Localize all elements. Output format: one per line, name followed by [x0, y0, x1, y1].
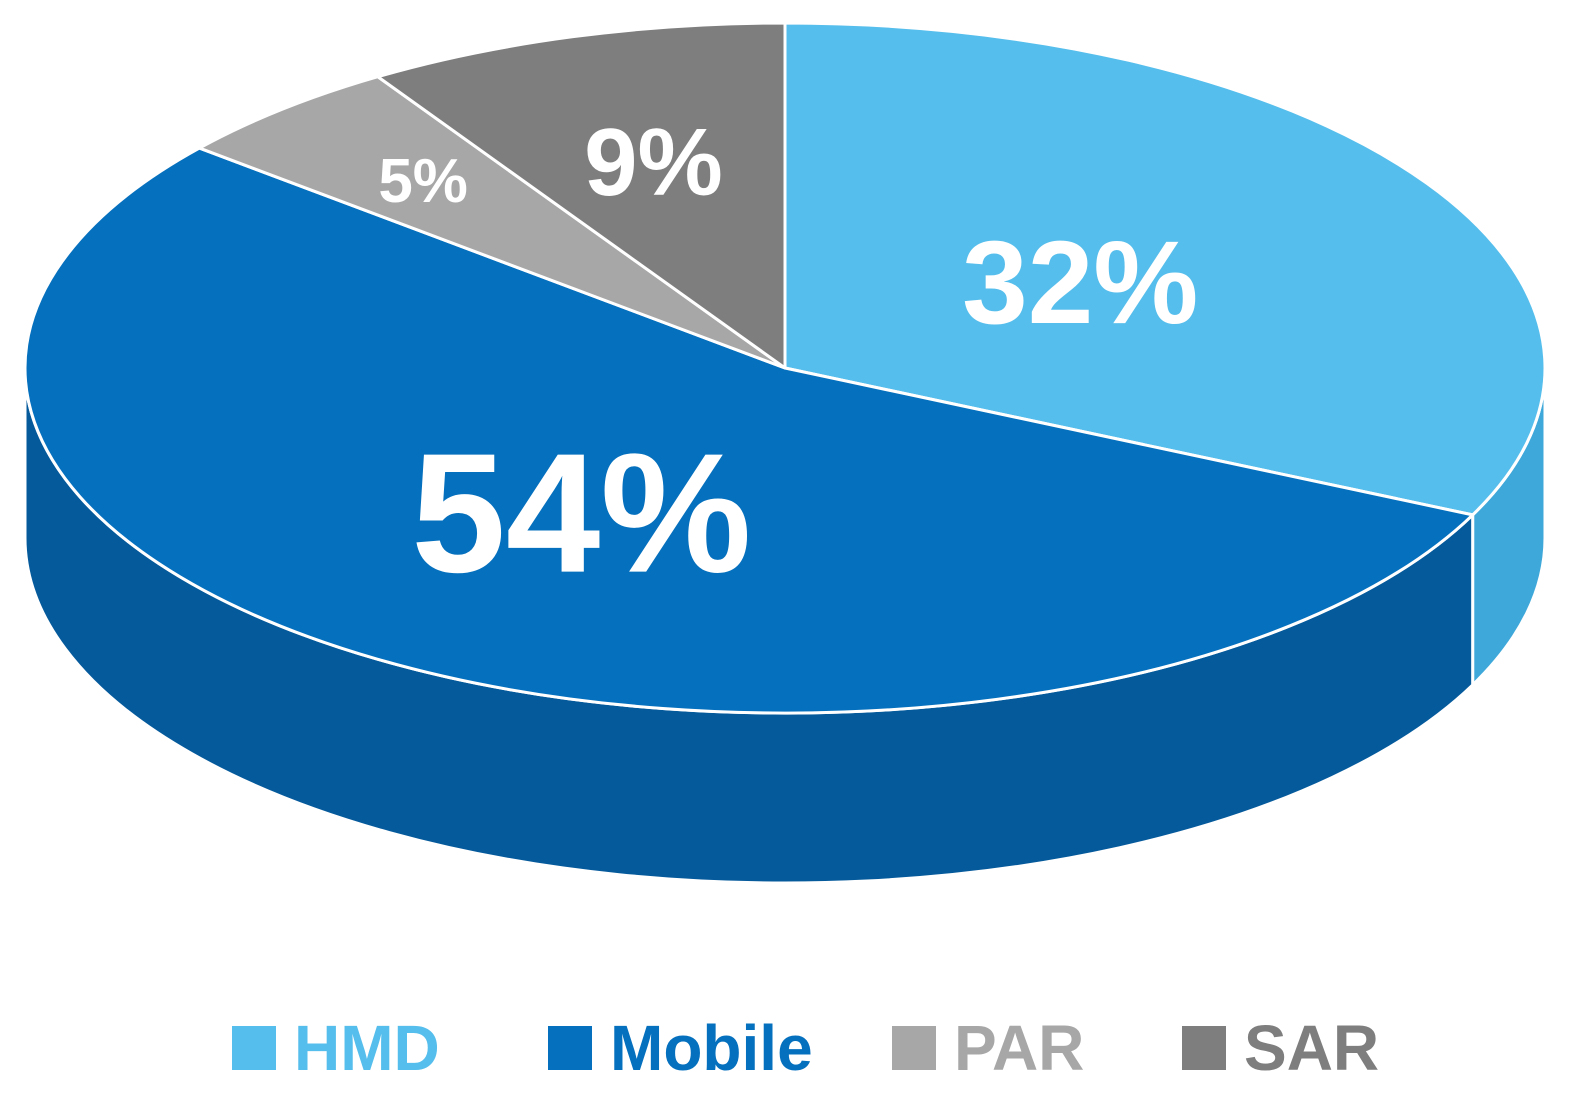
legend-label-hmd: HMD [294, 1012, 440, 1084]
legend-swatch-par [892, 1026, 936, 1070]
legend-swatch-hmd [232, 1026, 276, 1070]
legend-label-par: PAR [954, 1012, 1084, 1084]
legend: HMD Mobile PAR SAR [232, 1012, 1379, 1084]
pie-slice-sar [376, 21, 787, 370]
legend-label-mobile: Mobile [610, 1012, 813, 1084]
data-label-mobile: 54% [411, 419, 751, 609]
pie-slice-par [197, 75, 787, 370]
data-label-par: 5% [378, 147, 468, 216]
pie-data-labels: 32% 54% 5% 9% [378, 109, 1198, 609]
pie-slice-hmd [783, 21, 1547, 517]
legend-item-mobile: Mobile [548, 1012, 813, 1084]
legend-item-par: PAR [892, 1012, 1084, 1084]
legend-item-hmd: HMD [232, 1012, 440, 1084]
data-label-hmd: 32% [962, 217, 1198, 349]
pie-slice-tops [23, 21, 1547, 715]
pie-slice-mobile [23, 146, 1475, 715]
legend-label-sar: SAR [1244, 1012, 1379, 1084]
legend-swatch-mobile [548, 1026, 592, 1070]
data-label-sar: 9% [584, 109, 723, 216]
legend-swatch-sar [1182, 1026, 1226, 1070]
legend-item-sar: SAR [1182, 1012, 1379, 1084]
